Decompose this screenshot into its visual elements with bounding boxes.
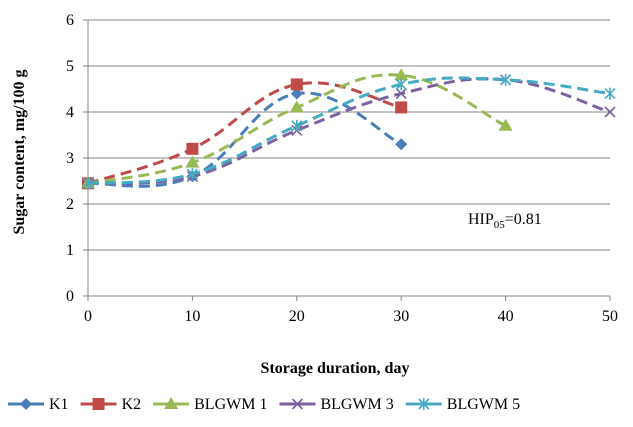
legend-label: BLGWM 5 [447, 396, 520, 413]
y-axis-title: Sugar content, mg/100 g [11, 69, 28, 234]
y-tick-label: 2 [66, 196, 74, 213]
y-tick-label: 0 [66, 288, 74, 305]
legend-item: BLGWM 3 [279, 396, 394, 413]
legend-label: K2 [122, 396, 142, 413]
series-layer [81, 68, 616, 190]
labels: 0 1 2 3 4 5 6 0 10 20 30 40 50 Storage duration, day S… [11, 12, 618, 377]
series-line [87, 81, 402, 185]
legend-item: BLGWM 5 [405, 396, 520, 413]
legend-label: K1 [49, 396, 69, 413]
data-point [604, 106, 616, 118]
data-point [186, 168, 198, 181]
data-point [82, 177, 94, 190]
x-tick-label: 50 [602, 308, 618, 325]
data-point [290, 87, 303, 100]
x-tick-label: 10 [184, 308, 200, 325]
hip-annotation-base: HIP [468, 211, 494, 228]
y-tick-label: 1 [66, 242, 74, 259]
legend-label: BLGWM 3 [320, 396, 393, 413]
legend: K1 K2 BLGWM 1 BLGWM 3 BLGWM 5 [8, 396, 520, 413]
data-point [289, 100, 304, 113]
series-blgwm-5 [82, 73, 616, 190]
y-tick-label: 3 [66, 150, 74, 167]
axes [83, 19, 611, 301]
data-point [291, 119, 303, 132]
series-k1 [82, 87, 408, 190]
series-line [87, 77, 611, 185]
legend-marker [92, 398, 105, 410]
x-axis-title: Storage duration, day [261, 360, 410, 377]
legend-marker [418, 398, 430, 410]
data-point [395, 101, 408, 114]
data-point [498, 118, 513, 131]
legend-item: K1 [8, 396, 69, 413]
data-point [395, 78, 407, 91]
hip-annotation-value: =0.81 [505, 211, 542, 228]
data-point [394, 68, 409, 81]
data-point [185, 155, 200, 168]
x-tick-label: 40 [498, 308, 514, 325]
data-point [604, 87, 616, 100]
legend-label: BLGWM 1 [194, 396, 267, 413]
legend-item: BLGWM 1 [153, 396, 267, 413]
legend-marker [291, 398, 304, 410]
y-tick-label: 5 [66, 58, 74, 75]
series-k2 [82, 78, 408, 190]
y-tick-label: 6 [66, 12, 74, 29]
hip-annotation-subscript: 05 [494, 219, 506, 231]
data-point [395, 138, 408, 151]
data-point [186, 142, 199, 155]
x-tick-label: 20 [289, 308, 305, 325]
legend-item: K2 [80, 396, 142, 413]
x-tick-label: 30 [393, 308, 409, 325]
y-tick-label: 4 [66, 104, 74, 121]
data-point [395, 88, 407, 100]
data-point [290, 78, 303, 91]
series-line [87, 76, 611, 185]
x-tick-label: 0 [84, 308, 92, 325]
data-point [500, 73, 512, 86]
legend-marker [164, 397, 179, 409]
hip-annotation: HIP05=0.81 [468, 211, 542, 231]
legend-marker [20, 398, 32, 410]
